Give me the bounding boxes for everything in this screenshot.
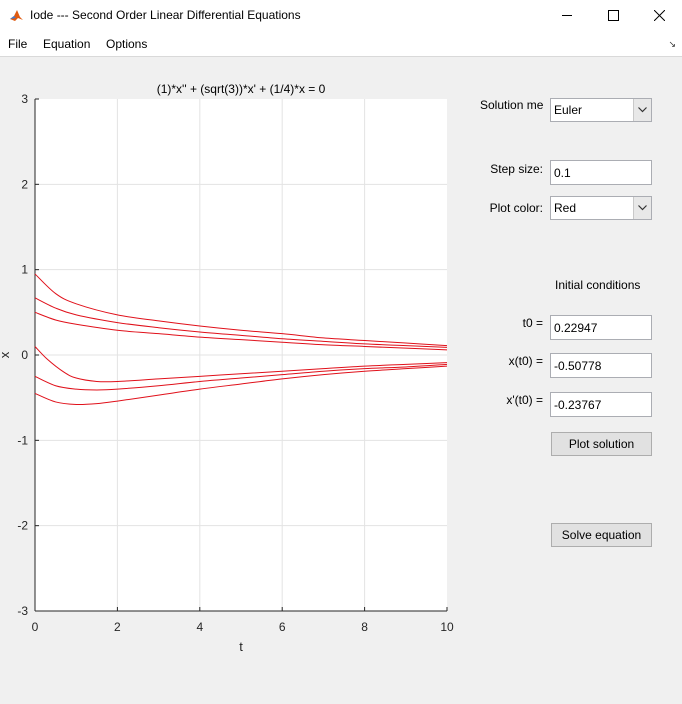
- menu-options[interactable]: Options: [106, 37, 148, 51]
- t0-label: t0 =: [522, 316, 543, 330]
- solve-equation-button[interactable]: Solve equation: [551, 523, 652, 547]
- solution-method-dropdown[interactable]: Euler: [550, 98, 652, 122]
- x-tick-label: 4: [196, 620, 203, 634]
- y-tick-label: 1: [21, 263, 28, 277]
- x0-input[interactable]: [550, 353, 652, 378]
- plot-color-dropdown[interactable]: Red: [550, 196, 652, 220]
- y-tick-label: -3: [17, 604, 28, 618]
- solution-curve: [34, 273, 448, 347]
- solution-curve: [34, 363, 448, 391]
- y-tick-label: 0: [21, 348, 28, 362]
- x-tick-label: 10: [440, 620, 454, 634]
- y-axis-label: x: [0, 351, 12, 358]
- window-title: Iode --- Second Order Linear Differentia…: [30, 8, 301, 22]
- close-button[interactable]: [636, 0, 682, 31]
- y-tick-label: 3: [21, 92, 28, 106]
- minimize-icon: [561, 15, 572, 16]
- x-axis-label: t: [239, 639, 243, 654]
- xp0-label: x'(t0) =: [506, 393, 543, 407]
- plot-solution-button[interactable]: Plot solution: [551, 432, 652, 456]
- matlab-logo-icon: [9, 8, 24, 23]
- minimize-button[interactable]: [544, 0, 590, 31]
- initial-conditions-label: Initial conditions: [555, 278, 641, 292]
- plot-title: (1)*x'' + (sqrt(3))*x' + (1/4)*x = 0: [156, 82, 326, 96]
- solution-curve: [34, 365, 448, 406]
- menu-file[interactable]: File: [8, 37, 28, 51]
- solution-curve: [34, 311, 448, 351]
- x-tick-label: 6: [279, 620, 286, 634]
- plot-color-value: Red: [554, 201, 577, 215]
- solution-method-label: Solution method:: [480, 98, 543, 112]
- maximize-icon: [607, 10, 619, 21]
- chevron-down-icon: [633, 99, 651, 121]
- solution-curve: [34, 297, 448, 348]
- x-tick-label: 2: [114, 620, 121, 634]
- xp0-input[interactable]: [550, 392, 652, 417]
- title-bar: Iode --- Second Order Linear Differentia…: [0, 0, 682, 31]
- close-icon: [653, 10, 665, 21]
- chevron-down-icon: [633, 197, 651, 219]
- solution-curve: [34, 346, 448, 383]
- y-tick-label: -2: [17, 519, 28, 533]
- y-tick-label: -1: [17, 433, 28, 447]
- toolbar-toggle-icon[interactable]: ↘: [668, 39, 676, 49]
- maximize-button[interactable]: [590, 0, 636, 31]
- y-tick-label: 2: [21, 177, 28, 191]
- solution-method-value: Euler: [554, 103, 583, 117]
- x-tick-label: 0: [32, 620, 39, 634]
- t0-input[interactable]: [550, 315, 652, 340]
- menu-bar: File Equation Options ↘: [0, 31, 682, 57]
- step-size-input[interactable]: [550, 160, 652, 185]
- menu-equation[interactable]: Equation: [43, 37, 91, 51]
- step-size-label: Step size:: [490, 162, 543, 176]
- x-tick-label: 8: [361, 620, 368, 634]
- x0-label: x(t0) =: [508, 354, 543, 368]
- plot-color-label: Plot color:: [489, 201, 543, 215]
